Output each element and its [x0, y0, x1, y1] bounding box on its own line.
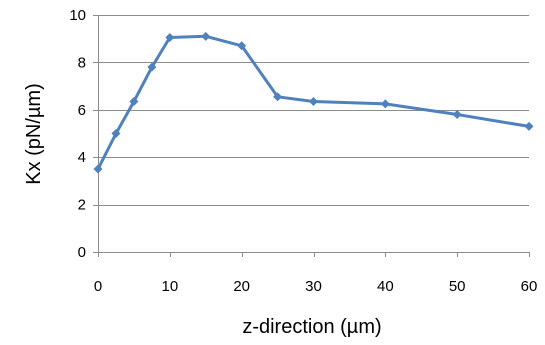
x-tick-label: 10	[161, 278, 178, 295]
x-tick-label: 40	[377, 278, 394, 295]
data-point-marker	[524, 121, 534, 131]
y-tick-labels: 0 2 4 6 8 10	[69, 7, 86, 261]
axes	[93, 15, 530, 257]
data-point-marker	[380, 99, 390, 109]
data-point-marker	[93, 164, 103, 174]
data-point-marker	[147, 62, 157, 72]
x-axis-title: z-direction (µm)	[242, 316, 381, 338]
x-tick-label: 30	[305, 278, 322, 295]
x-tick-label: 20	[233, 278, 250, 295]
series-line	[96, 34, 531, 171]
y-tick-label: 8	[78, 54, 86, 71]
x-tick-label: 0	[94, 278, 102, 295]
x-tick-labels: 0 10 20 30 40 50 60	[94, 278, 538, 295]
series-group	[93, 31, 534, 174]
y-tick-label: 6	[78, 102, 86, 119]
data-point-marker	[309, 97, 318, 107]
data-point-marker	[452, 110, 462, 120]
y-axis-title: Kx (pN/µm)	[23, 83, 45, 185]
gridlines	[98, 15, 529, 206]
data-point-marker	[201, 31, 211, 41]
data-point-marker	[129, 97, 139, 107]
y-tick-label: 4	[78, 149, 86, 166]
data-point-marker	[273, 92, 283, 102]
y-tick-label: 2	[78, 197, 86, 214]
y-tick-label: 0	[78, 244, 86, 261]
y-tick-label: 10	[69, 7, 86, 24]
x-tick-label: 60	[521, 278, 538, 295]
x-tick-label: 50	[449, 278, 466, 295]
data-point-marker	[237, 41, 247, 51]
data-point-marker	[111, 129, 121, 138]
data-point-marker	[165, 33, 175, 43]
